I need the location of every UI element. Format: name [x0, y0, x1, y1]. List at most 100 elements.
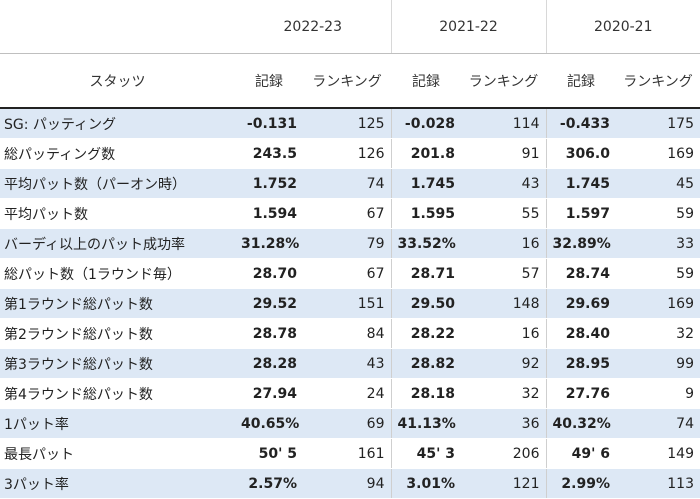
stat-label: 第1ラウンド総パット数 — [0, 288, 235, 319]
ranking-column-header: ランキング — [616, 53, 700, 109]
ranking-2020-21: 99 — [616, 348, 700, 379]
ranking-2022-23: 126 — [303, 138, 392, 169]
record-2021-22: 1.745 — [391, 168, 461, 199]
ranking-2021-22: 148 — [461, 288, 547, 319]
record-2021-22: 28.22 — [391, 318, 461, 349]
ranking-2021-22: 36 — [461, 408, 547, 439]
ranking-2020-21: 32 — [616, 318, 700, 349]
ranking-2022-23: 67 — [303, 258, 392, 289]
ranking-2022-23: 69 — [303, 408, 392, 439]
record-2020-21: 27.76 — [546, 378, 616, 409]
ranking-2021-22: 92 — [461, 348, 547, 379]
record-2022-23: 1.752 — [235, 168, 303, 199]
ranking-column-header: ランキング — [461, 53, 546, 109]
stat-label: 総パッティング数 — [0, 138, 235, 169]
ranking-2021-22: 16 — [461, 318, 547, 349]
record-2022-23: 29.52 — [235, 288, 303, 319]
record-column-header: 記録 — [391, 53, 461, 109]
stat-row: 総パット数（1ラウンド毎） 28.70 67 28.71 57 28.74 59 — [0, 258, 700, 289]
record-2022-23: 28.28 — [235, 348, 303, 379]
record-2021-22: 33.52% — [391, 228, 461, 259]
stat-label: 3パット率 — [0, 468, 235, 499]
record-2022-23: -0.131 — [235, 108, 303, 139]
ranking-2022-23: 84 — [303, 318, 392, 349]
ranking-2022-23: 94 — [303, 468, 392, 499]
stat-row: 平均パット数（パーオン時） 1.752 74 1.745 43 1.745 45 — [0, 168, 700, 199]
stat-row: 第4ラウンド総パット数 27.94 24 28.18 32 27.76 9 — [0, 378, 700, 409]
stat-row: 3パット率 2.57% 94 3.01% 121 2.99% 113 — [0, 468, 700, 499]
record-2022-23: 27.94 — [235, 378, 303, 409]
record-2021-22: 28.71 — [391, 258, 461, 289]
season-header-row: 2022-23 2021-22 2020-21 — [0, 0, 700, 54]
stat-label: SG: パッティング — [0, 108, 235, 139]
ranking-2021-22: 43 — [461, 168, 547, 199]
ranking-2021-22: 57 — [461, 258, 547, 289]
ranking-2020-21: 9 — [616, 378, 700, 409]
season-2021-22-header: 2021-22 — [391, 0, 547, 54]
record-2020-21: 1.597 — [546, 198, 616, 229]
stat-row: 平均パット数 1.594 67 1.595 55 1.597 59 — [0, 198, 700, 229]
stat-row: 最長パット 50' 5 161 45' 3 206 49' 6 149 — [0, 438, 700, 469]
stat-row: 第3ラウンド総パット数 28.28 43 28.82 92 28.95 99 — [0, 348, 700, 379]
record-2022-23: 31.28% — [235, 228, 303, 259]
ranking-2020-21: 45 — [616, 168, 700, 199]
ranking-2022-23: 125 — [303, 108, 392, 139]
record-2020-21: 28.74 — [546, 258, 616, 289]
stat-column-header: スタッツ — [0, 53, 235, 109]
record-2021-22: -0.028 — [391, 108, 461, 139]
stat-label: 第4ラウンド総パット数 — [0, 378, 235, 409]
record-2021-22: 45' 3 — [391, 438, 461, 469]
record-2020-21: 40.32% — [546, 408, 616, 439]
ranking-2020-21: 169 — [616, 288, 700, 319]
ranking-2021-22: 16 — [461, 228, 547, 259]
stat-row: SG: パッティング -0.131 125 -0.028 114 -0.433 175 — [0, 108, 700, 139]
record-2020-21: 28.95 — [546, 348, 616, 379]
ranking-2022-23: 161 — [303, 438, 392, 469]
season-2020-21-header: 2020-21 — [546, 0, 700, 54]
season-2022-23-header: 2022-23 — [235, 0, 392, 54]
ranking-2022-23: 24 — [303, 378, 392, 409]
ranking-2020-21: 169 — [616, 138, 700, 169]
stat-label: バーディ以上のパット成功率 — [0, 228, 235, 259]
record-2020-21: 28.40 — [546, 318, 616, 349]
ranking-2022-23: 67 — [303, 198, 392, 229]
record-2020-21: 1.745 — [546, 168, 616, 199]
ranking-2022-23: 79 — [303, 228, 392, 259]
stat-row: 第1ラウンド総パット数 29.52 151 29.50 148 29.69 169 — [0, 288, 700, 319]
stat-label: 平均パット数（パーオン時） — [0, 168, 235, 199]
record-column-header: 記録 — [546, 53, 616, 109]
stat-row: 総パッティング数 243.5 126 201.8 91 306.0 169 — [0, 138, 700, 169]
ranking-2021-22: 206 — [461, 438, 547, 469]
record-2020-21: -0.433 — [546, 108, 616, 139]
record-2020-21: 306.0 — [546, 138, 616, 169]
ranking-2021-22: 55 — [461, 198, 547, 229]
stat-label: 第3ラウンド総パット数 — [0, 348, 235, 379]
record-2020-21: 29.69 — [546, 288, 616, 319]
ranking-2020-21: 59 — [616, 258, 700, 289]
stat-row: 1パット率 40.65% 69 41.13% 36 40.32% 74 — [0, 408, 700, 439]
ranking-2022-23: 151 — [303, 288, 392, 319]
ranking-2020-21: 113 — [616, 468, 700, 499]
stat-label: 第2ラウンド総パット数 — [0, 318, 235, 349]
record-2021-22: 29.50 — [391, 288, 461, 319]
stat-label: 総パット数（1ラウンド毎） — [0, 258, 235, 289]
record-2020-21: 32.89% — [546, 228, 616, 259]
ranking-2020-21: 149 — [616, 438, 700, 469]
stat-label: 最長パット — [0, 438, 235, 469]
blank-header-cell — [0, 0, 235, 54]
record-2022-23: 50' 5 — [235, 438, 303, 469]
column-header-row: スタッツ 記録 ランキング 記録 ランキング 記録 ランキング — [0, 53, 700, 109]
ranking-2021-22: 121 — [461, 468, 547, 499]
record-2021-22: 28.82 — [391, 348, 461, 379]
record-2022-23: 28.78 — [235, 318, 303, 349]
ranking-2020-21: 59 — [616, 198, 700, 229]
ranking-2021-22: 91 — [461, 138, 547, 169]
record-2022-23: 2.57% — [235, 468, 303, 499]
ranking-column-header: ランキング — [303, 53, 391, 109]
stat-label: 平均パット数 — [0, 198, 235, 229]
record-2021-22: 3.01% — [391, 468, 461, 499]
record-2022-23: 28.70 — [235, 258, 303, 289]
record-column-header: 記録 — [235, 53, 303, 109]
